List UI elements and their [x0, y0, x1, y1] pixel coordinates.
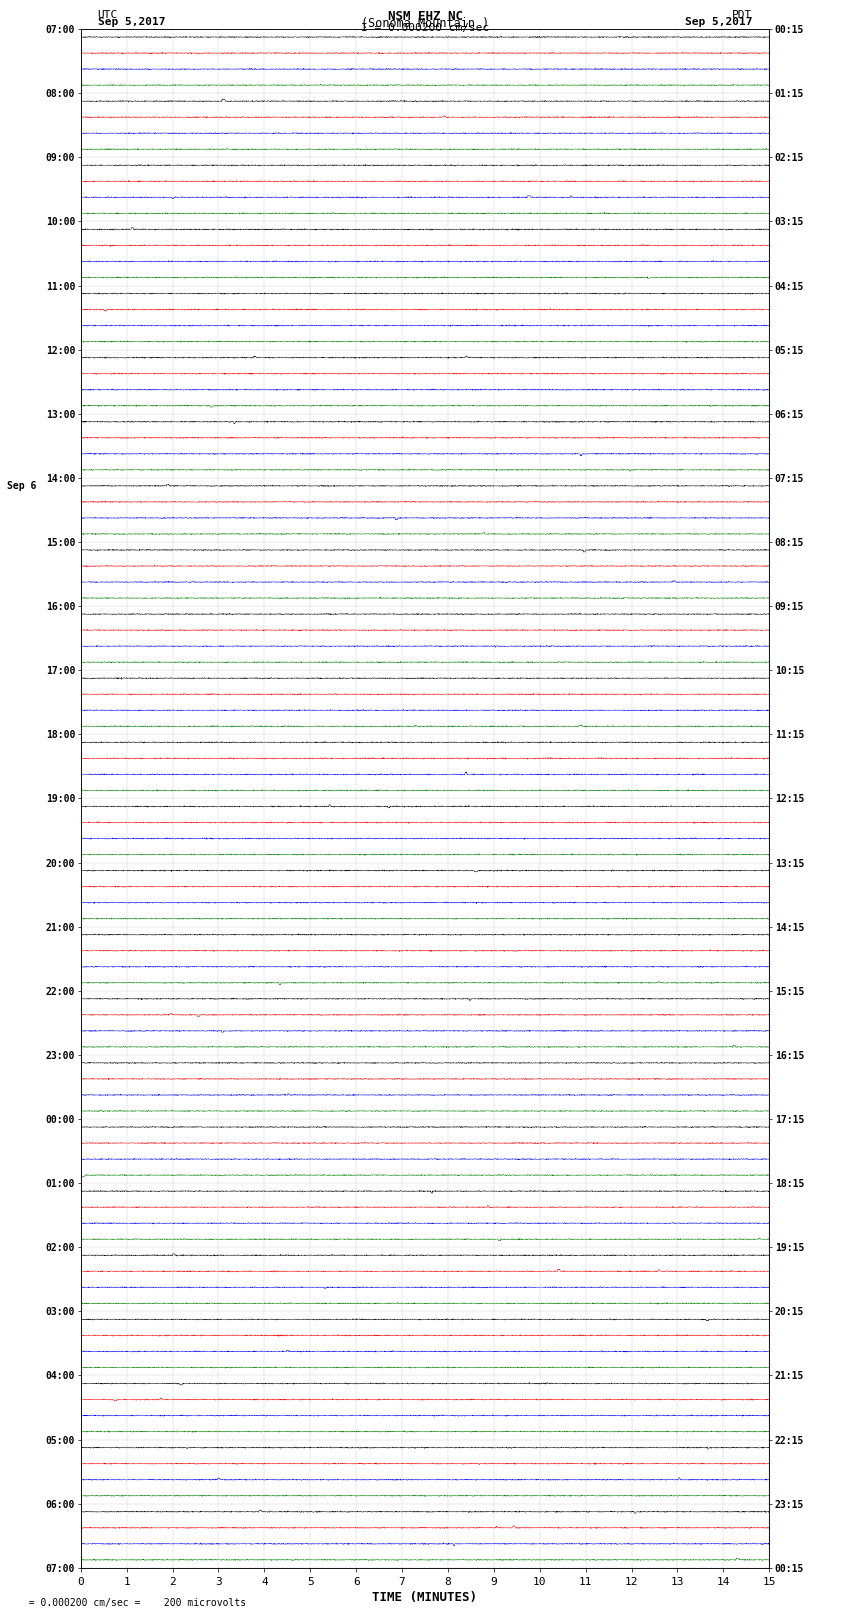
Text: Sep 6: Sep 6 [7, 481, 36, 490]
Text: Sep 5,2017: Sep 5,2017 [685, 18, 752, 27]
Text: NSM EHZ NC: NSM EHZ NC [388, 11, 462, 24]
Text: I = 0.000200 cm/sec: I = 0.000200 cm/sec [361, 24, 489, 34]
Text: Sep 5,2017: Sep 5,2017 [98, 18, 165, 27]
Text: = 0.000200 cm/sec =    200 microvolts: = 0.000200 cm/sec = 200 microvolts [17, 1598, 246, 1608]
Text: (Sonoma Mountain ): (Sonoma Mountain ) [361, 18, 489, 31]
Text: PDT: PDT [732, 11, 752, 21]
Text: UTC: UTC [98, 11, 118, 21]
X-axis label: TIME (MINUTES): TIME (MINUTES) [372, 1590, 478, 1603]
